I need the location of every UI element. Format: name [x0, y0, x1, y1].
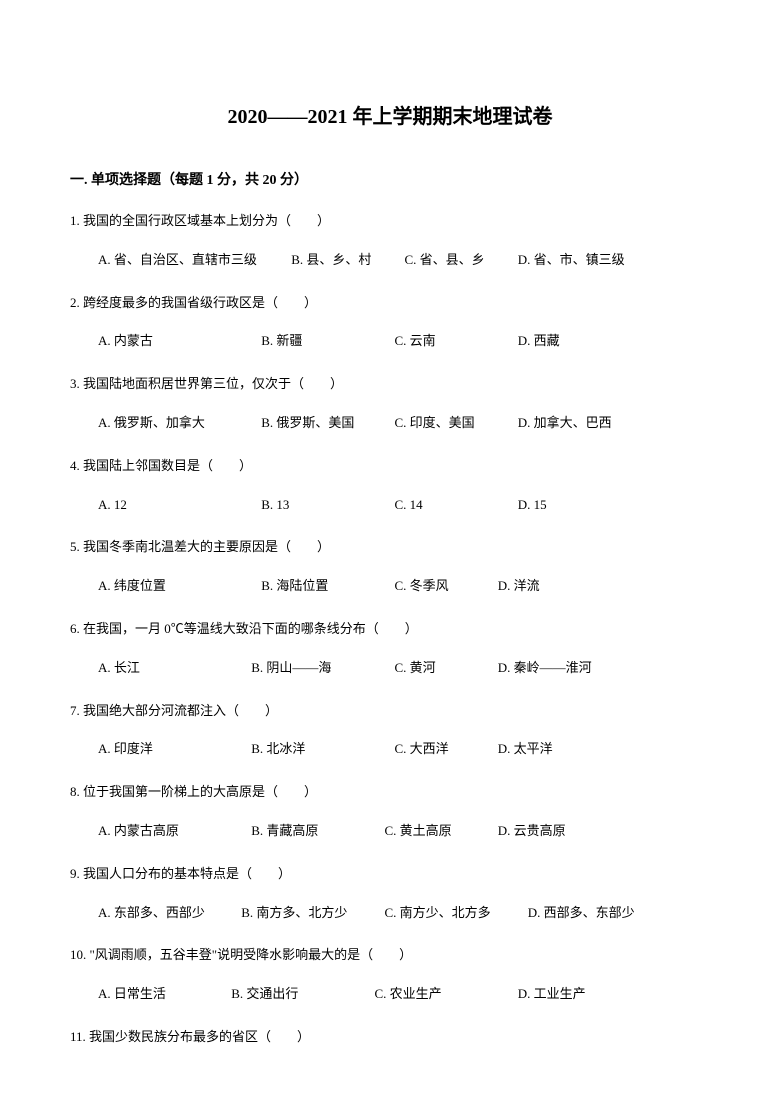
option-a: A. 印度洋 — [98, 739, 248, 760]
question-options: A. 日常生活 B. 交通出行 C. 农业生产 D. 工业生产 — [70, 984, 710, 1005]
question-options: A. 俄罗斯、加拿大 B. 俄罗斯、美国 C. 印度、美国 D. 加拿大、巴西 — [70, 413, 710, 434]
option-d: D. 西部多、东部少 — [528, 903, 635, 924]
option-d: D. 工业生产 — [518, 984, 586, 1005]
option-d: D. 加拿大、巴西 — [518, 413, 612, 434]
question-stem: 9. 我国人口分布的基本特点是（ ） — [70, 864, 710, 885]
option-b: B. 南方多、北方少 — [241, 903, 381, 924]
option-d: D. 秦岭——淮河 — [498, 658, 592, 679]
option-d: D. 云贵高原 — [498, 821, 566, 842]
question-options: A. 印度洋 B. 北冰洋 C. 大西洋 D. 太平洋 — [70, 739, 710, 760]
question-options: A. 内蒙古高原 B. 青藏高原 C. 黄土高原 D. 云贵高原 — [70, 821, 710, 842]
option-a: A. 长江 — [98, 658, 248, 679]
question-options: A. 内蒙古 B. 新疆 C. 云南 D. 西藏 — [70, 331, 710, 352]
question-stem: 10. "风调雨顺，五谷丰登"说明受降水影响最大的是（ ） — [70, 945, 710, 966]
option-d: D. 15 — [518, 495, 547, 516]
question-stem: 4. 我国陆上邻国数目是（ ） — [70, 456, 710, 477]
question-stem: 1. 我国的全国行政区域基本上划分为（ ） — [70, 211, 710, 232]
question-options: A. 东部多、西部少 B. 南方多、北方少 C. 南方少、北方多 D. 西部多、… — [70, 903, 710, 924]
option-b: B. 新疆 — [261, 331, 391, 352]
question-options: A. 长江 B. 阴山——海 C. 黄河 D. 秦岭——淮河 — [70, 658, 710, 679]
question-options: A. 12 B. 13 C. 14 D. 15 — [70, 495, 710, 516]
option-c: C. 印度、美国 — [395, 413, 515, 434]
question-stem: 8. 位于我国第一阶梯上的大高原是（ ） — [70, 782, 710, 803]
option-a: A. 内蒙古 — [98, 331, 258, 352]
question-stem: 5. 我国冬季南北温差大的主要原因是（ ） — [70, 537, 710, 558]
option-d: D. 太平洋 — [498, 739, 553, 760]
section-header: 一. 单项选择题（每题 1 分，共 20 分） — [70, 169, 710, 189]
option-d: D. 省、市、镇三级 — [518, 250, 625, 271]
option-c: C. 云南 — [395, 331, 515, 352]
option-d: D. 西藏 — [518, 331, 560, 352]
option-c: C. 14 — [395, 495, 515, 516]
option-b: B. 阴山——海 — [251, 658, 391, 679]
option-a: A. 12 — [98, 495, 258, 516]
option-c: C. 南方少、北方多 — [385, 903, 525, 924]
option-d: D. 洋流 — [498, 576, 540, 597]
question-stem: 6. 在我国，一月 0℃等温线大致沿下面的哪条线分布（ ） — [70, 619, 710, 640]
option-b: B. 北冰洋 — [251, 739, 391, 760]
option-b: B. 县、乡、村 — [291, 250, 401, 271]
option-b: B. 13 — [261, 495, 391, 516]
option-a: A. 省、自治区、直辖市三级 — [98, 250, 288, 271]
option-b: B. 交通出行 — [231, 984, 371, 1005]
option-c: C. 农业生产 — [375, 984, 515, 1005]
question-stem: 7. 我国绝大部分河流都注入（ ） — [70, 701, 710, 722]
option-a: A. 内蒙古高原 — [98, 821, 248, 842]
option-c: C. 大西洋 — [395, 739, 495, 760]
option-a: A. 东部多、西部少 — [98, 903, 238, 924]
option-b: B. 海陆位置 — [261, 576, 391, 597]
option-b: B. 俄罗斯、美国 — [261, 413, 391, 434]
option-c: C. 黄河 — [395, 658, 495, 679]
option-a: A. 俄罗斯、加拿大 — [98, 413, 258, 434]
exam-title: 2020——2021 年上学期期末地理试卷 — [70, 100, 710, 129]
question-options: A. 纬度位置 B. 海陆位置 C. 冬季风 D. 洋流 — [70, 576, 710, 597]
question-stem: 2. 跨经度最多的我国省级行政区是（ ） — [70, 293, 710, 314]
option-a: A. 日常生活 — [98, 984, 228, 1005]
question-stem: 3. 我国陆地面积居世界第三位，仅次于（ ） — [70, 374, 710, 395]
option-c: C. 黄土高原 — [385, 821, 495, 842]
option-c: C. 冬季风 — [395, 576, 495, 597]
question-options: A. 省、自治区、直辖市三级 B. 县、乡、村 C. 省、县、乡 D. 省、市、… — [70, 250, 710, 271]
question-stem: 11. 我国少数民族分布最多的省区（ ） — [70, 1027, 710, 1048]
option-b: B. 青藏高原 — [251, 821, 381, 842]
option-c: C. 省、县、乡 — [405, 250, 515, 271]
option-a: A. 纬度位置 — [98, 576, 258, 597]
